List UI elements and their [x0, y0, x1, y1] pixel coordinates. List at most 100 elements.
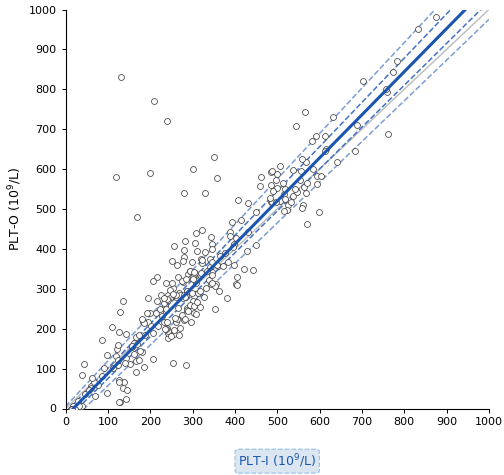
Point	[113, 346, 121, 353]
Point	[75, 402, 83, 410]
Point	[317, 172, 325, 180]
Point	[180, 253, 188, 261]
Point	[172, 316, 180, 323]
Point	[114, 399, 122, 406]
Point	[144, 318, 152, 325]
Point	[180, 291, 188, 299]
Point	[103, 351, 111, 358]
Point	[168, 359, 176, 366]
Point	[201, 189, 209, 197]
Point	[189, 275, 197, 283]
Point	[190, 309, 198, 317]
Point	[268, 167, 276, 175]
Point	[196, 287, 204, 294]
Point	[67, 405, 75, 412]
Point	[281, 185, 289, 192]
Point	[141, 332, 149, 339]
Point	[170, 314, 178, 322]
Point	[138, 315, 146, 323]
Point	[179, 278, 187, 286]
Point	[190, 292, 198, 300]
Point	[103, 390, 111, 397]
Point	[167, 332, 175, 340]
Point	[161, 303, 169, 310]
Point	[233, 197, 241, 204]
Point	[153, 273, 161, 280]
Point	[116, 308, 124, 316]
Point	[389, 68, 397, 76]
Point	[179, 316, 187, 323]
Point	[298, 204, 306, 212]
Point	[128, 342, 136, 350]
Point	[73, 405, 81, 412]
Point	[197, 269, 205, 277]
Point	[207, 233, 215, 241]
Point	[272, 176, 280, 183]
Point	[135, 356, 143, 364]
Point	[193, 290, 201, 298]
Point	[81, 390, 89, 398]
Point	[74, 397, 82, 405]
Point	[233, 274, 241, 281]
Point	[249, 266, 257, 274]
Point	[132, 357, 140, 365]
Point	[333, 158, 341, 166]
Point	[164, 327, 172, 335]
Point	[221, 249, 229, 256]
Point	[139, 318, 147, 326]
Point	[280, 208, 288, 215]
Point	[80, 361, 88, 368]
Point	[143, 309, 151, 317]
Point	[208, 271, 216, 278]
Point	[213, 261, 221, 269]
Point	[292, 123, 300, 130]
Point	[358, 77, 366, 85]
Point	[90, 378, 98, 385]
Point	[154, 323, 162, 330]
Point	[193, 310, 201, 318]
Point	[279, 179, 287, 187]
Point	[138, 348, 146, 356]
Point	[208, 268, 216, 276]
Point	[98, 372, 106, 380]
Point	[191, 269, 199, 277]
Point	[182, 275, 191, 283]
Point	[182, 291, 191, 299]
Point	[196, 303, 204, 311]
Point	[226, 228, 234, 236]
Point	[207, 280, 215, 288]
Point	[172, 291, 180, 299]
Point	[230, 240, 238, 247]
Point	[122, 386, 131, 394]
Point	[152, 310, 160, 317]
Point	[202, 285, 210, 292]
Point	[316, 208, 324, 216]
Point	[122, 355, 130, 362]
Point	[227, 218, 235, 226]
Point	[208, 279, 216, 286]
Point	[140, 319, 148, 327]
Point	[244, 228, 252, 236]
Point	[176, 291, 184, 299]
Point	[136, 347, 144, 355]
Point	[181, 293, 189, 301]
Point	[87, 382, 95, 390]
Point	[237, 216, 245, 224]
Point	[309, 165, 318, 172]
Point	[192, 229, 200, 237]
Point	[115, 328, 123, 335]
Point	[190, 268, 198, 276]
Point	[175, 289, 183, 297]
Point	[75, 405, 83, 412]
Point	[78, 402, 86, 409]
Point	[71, 405, 79, 412]
Point	[298, 201, 306, 209]
Point	[273, 170, 281, 178]
Point	[232, 235, 240, 242]
Point	[184, 307, 193, 315]
Point	[183, 306, 192, 314]
Point	[68, 405, 76, 412]
Point	[160, 319, 168, 326]
Point	[192, 275, 200, 283]
Point	[308, 137, 316, 144]
